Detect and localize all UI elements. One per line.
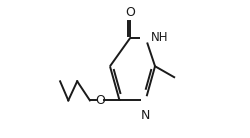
Text: O: O	[95, 94, 105, 107]
Text: N: N	[141, 109, 150, 122]
Text: NH: NH	[151, 31, 168, 44]
Text: O: O	[126, 6, 136, 19]
